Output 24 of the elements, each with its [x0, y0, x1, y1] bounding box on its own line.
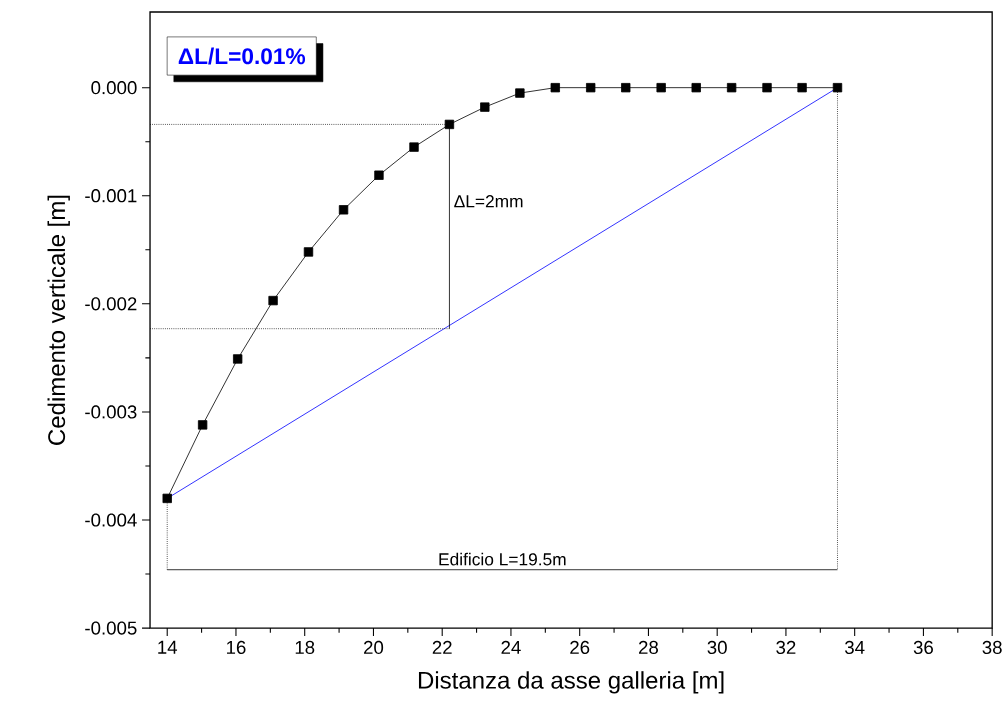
x-tick-label: 38: [982, 640, 1002, 654]
x-tick-label: 26: [570, 640, 590, 654]
x-tick-label: 36: [913, 640, 933, 654]
y-tick-label: 0.000: [91, 80, 137, 95]
annotation: ΔL=2mm: [454, 195, 523, 208]
x-axis-title: Distanza da asse galleria [m]: [418, 671, 724, 694]
y-tick-label: -0.004: [85, 513, 137, 527]
x-tick-label: 14: [158, 640, 178, 654]
x-tick-label: 30: [707, 640, 727, 654]
y-tick-label: -0.005: [85, 621, 137, 635]
x-tick-label: 22: [432, 640, 452, 654]
x-tick-label: 18: [295, 640, 315, 654]
x-tick-label: 32: [776, 640, 796, 654]
x-tick-label: 24: [501, 640, 521, 654]
x-tick-label: 34: [845, 640, 865, 654]
x-tick-label: 16: [227, 640, 246, 654]
y-tick-label: -0.002: [85, 297, 137, 311]
y-axis-title: Cedimento verticale [m]: [47, 195, 70, 445]
annotation: ΔL/L=0.01%: [178, 47, 306, 65]
y-tick-label: -0.001: [85, 189, 137, 203]
annotation: Edificio L=19.5m: [439, 552, 566, 566]
x-tick-label: 28: [639, 640, 659, 654]
x-tick-label: 20: [364, 640, 384, 654]
y-tick-label: -0.003: [85, 405, 137, 419]
